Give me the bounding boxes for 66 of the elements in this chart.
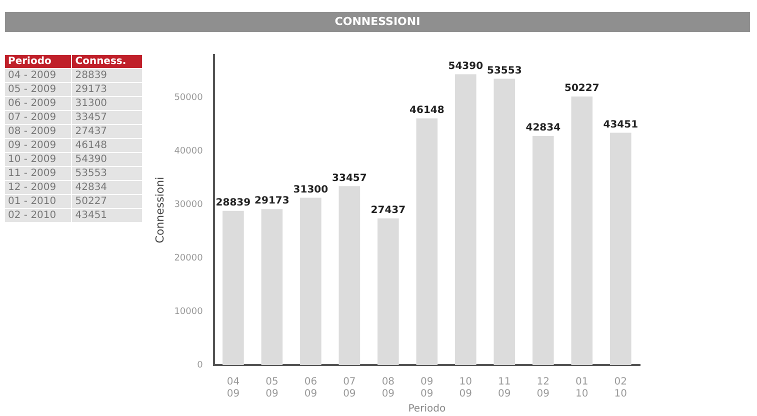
text: 42834 (72, 180, 142, 194)
x-tick-label: 04 09 (226, 376, 240, 400)
y-tick-label: 40000 (174, 146, 204, 157)
bar (416, 118, 438, 365)
bar (494, 78, 516, 365)
data-label: 42834 (526, 122, 561, 134)
data-label: 33457 (332, 172, 367, 184)
x-tick-label: 08 09 (382, 376, 395, 400)
text: 04 - 2009 (5, 68, 72, 82)
x-tick-label: 10 09 (459, 376, 472, 400)
data-label: 28839 (216, 197, 251, 208)
bar (378, 218, 399, 365)
text: 02 - 2010 (5, 208, 72, 222)
text: 31300 (72, 96, 142, 110)
data-label: 54390 (448, 60, 484, 72)
text: 09 - 2009 (5, 138, 72, 152)
text: 33457 (72, 110, 142, 124)
text: 11 - 2009 (5, 166, 72, 180)
x-tick-label: 06 09 (304, 376, 318, 400)
bar (338, 186, 360, 365)
text: 43451 (72, 208, 142, 222)
text: 27437 (72, 124, 142, 138)
text: 29173 (72, 82, 142, 96)
bar (455, 74, 476, 365)
y-tick-label: 30000 (174, 200, 204, 210)
y-tick-label: 0 (197, 360, 204, 370)
chart-title: CONNESSIONI (5, 12, 750, 32)
data-label: 53553 (487, 65, 522, 76)
bar (222, 210, 244, 365)
y-tick-label: 10000 (174, 306, 204, 317)
x-tick-label: 11 09 (498, 376, 511, 400)
bar (300, 198, 322, 365)
data-label: 43451 (603, 119, 638, 130)
x-tick-label: 05 09 (266, 376, 278, 400)
text: Periodo (5, 55, 72, 68)
text: 54390 (72, 152, 142, 166)
y-tick-label: 50000 (174, 93, 204, 104)
x-tick-label: 09 09 (420, 376, 434, 400)
y-tick-label: 20000 (174, 253, 204, 264)
text: 10 - 2009 (5, 152, 72, 166)
data-label: 27437 (370, 204, 406, 216)
bar (532, 136, 554, 365)
data-label: 29173 (254, 196, 290, 207)
text: Conness. (72, 55, 142, 68)
x-tick-label: 12 09 (536, 376, 550, 400)
data-label: 46148 (410, 104, 444, 116)
text: 50227 (72, 194, 142, 208)
text: 53553 (72, 166, 142, 180)
text: 07 - 2009 (5, 110, 72, 124)
text: 08 - 2009 (5, 124, 72, 138)
text: 46148 (72, 138, 142, 152)
data-label: 31300 (293, 184, 328, 196)
x-tick-label: 02 10 (614, 376, 627, 400)
data-label: 50227 (564, 83, 600, 94)
text: 06 - 2009 (5, 96, 72, 110)
text: 01 - 2010 (5, 194, 72, 208)
x-tick-label: 07 09 (343, 376, 356, 400)
y-axis-title: Connessioni (153, 176, 166, 244)
bar (261, 209, 283, 365)
text: 05 - 2009 (5, 82, 72, 96)
text: 28839 (72, 68, 142, 82)
text: 12 - 2009 (5, 180, 72, 194)
bar (571, 96, 593, 365)
bar (610, 132, 632, 365)
x-tick-label: 01 10 (576, 376, 588, 400)
x-axis-title: Periodo (408, 404, 446, 415)
